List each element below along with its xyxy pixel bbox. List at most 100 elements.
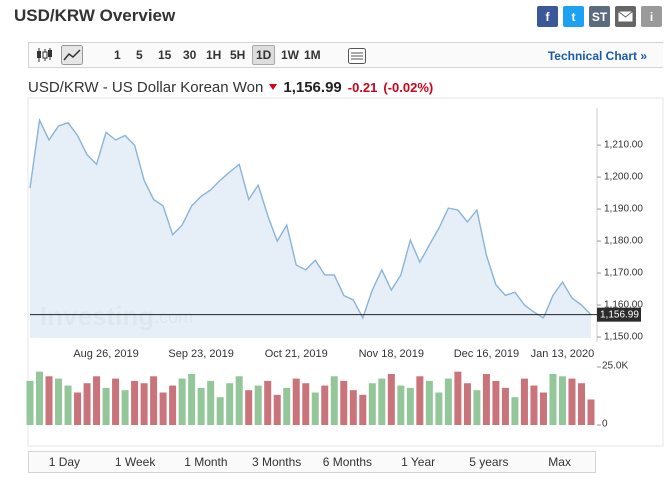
y-tick-label: 1,180.00	[604, 236, 643, 247]
volume-bar	[330, 376, 338, 425]
current-price-box	[597, 307, 641, 322]
range-button[interactable]: 1 Day	[48, 455, 81, 469]
volume-bar	[368, 383, 376, 425]
y-tick-label: 1,150.00	[604, 332, 643, 343]
email-icon[interactable]	[615, 6, 636, 27]
volume-bar	[302, 383, 310, 425]
volume-bar	[378, 378, 386, 425]
volume-bar	[226, 383, 234, 425]
volume-bar	[254, 385, 262, 425]
volume-bar	[64, 385, 72, 425]
chart-toolbar: Technical Chart » 1 5 15 30 1H 5H 1D 1W 1M	[28, 42, 663, 68]
interval-button[interactable]: 1H	[206, 48, 222, 62]
interval-button[interactable]: 5H	[230, 48, 246, 62]
social-icon[interactable]: t	[563, 6, 584, 27]
interval-button[interactable]: 1	[114, 48, 121, 62]
volume-bar	[473, 390, 481, 425]
volume-bar	[55, 378, 63, 425]
volume-bar	[511, 397, 519, 425]
interval-button[interactable]: 5	[136, 48, 143, 62]
range-selector: 1 Day 1 Week 1 Month 3 Months 6 Months 1 Year…	[28, 451, 596, 473]
volume-bar	[36, 371, 44, 425]
range-button[interactable]: Max	[548, 455, 571, 469]
social-icon[interactable]: f	[537, 6, 558, 27]
volume-bar	[463, 383, 471, 425]
volume-bar	[482, 373, 490, 425]
y-tick-label: 1,200.00	[604, 172, 643, 183]
volume-bar	[501, 387, 509, 425]
volume-bar	[406, 387, 414, 425]
social-icon[interactable]: ST	[589, 6, 610, 27]
volume-bar	[159, 392, 167, 425]
volume-bar	[102, 387, 110, 425]
range-button[interactable]: 5 years	[469, 455, 509, 469]
social-links: f t ST i	[537, 6, 662, 27]
x-tick-label: Dec 16, 2019	[454, 348, 519, 360]
volume-bar	[273, 394, 281, 425]
volume-bar	[121, 390, 129, 425]
volume-bar	[188, 373, 196, 425]
volume-bar	[169, 385, 177, 425]
range-button[interactable]: 1 Week	[114, 455, 156, 469]
volume-bar	[207, 380, 215, 425]
x-tick-label: Aug 26, 2019	[73, 348, 138, 360]
volume-bar	[245, 390, 253, 425]
quote-row: USD/KRW - US Dollar Korean Won 1,156.99 …	[28, 79, 433, 96]
x-tick-label: Oct 21, 2019	[265, 348, 328, 360]
envelope	[618, 11, 633, 22]
volume-bar	[283, 387, 291, 425]
volume-bar	[321, 385, 329, 425]
volume-bar	[444, 378, 452, 425]
volume-bar	[587, 399, 595, 425]
volume-bar	[74, 392, 82, 425]
price-change: -0.21	[347, 80, 378, 95]
volume-bar	[93, 376, 101, 425]
x-tick-label: Sep 23, 2019	[168, 348, 233, 360]
volume-bar	[454, 371, 462, 425]
volume-bar	[45, 376, 53, 425]
instrument-name: USD/KRW - US Dollar Korean Won	[28, 79, 264, 96]
volume-bar	[216, 397, 224, 425]
y-tick-label: 1,190.00	[604, 204, 643, 215]
social-icon[interactable]: i	[641, 6, 662, 27]
price-area	[30, 120, 591, 339]
volume-bar	[26, 380, 34, 425]
range-button[interactable]: 6 Months	[322, 455, 373, 469]
chart-frame	[27, 97, 664, 447]
y-tick-label: 1,170.00	[604, 268, 643, 279]
volume-bar	[340, 380, 348, 425]
current-price-label: 1,156.99	[600, 309, 639, 320]
volume-bar	[83, 383, 91, 425]
interval-button[interactable]: 30	[183, 48, 197, 62]
settings-icon[interactable]	[347, 47, 367, 65]
volume-bar	[397, 385, 405, 425]
down-arrow	[269, 83, 278, 90]
volume-bar	[131, 380, 139, 425]
interval-button[interactable]: 1D	[252, 45, 276, 65]
volume-bar	[558, 376, 566, 425]
candlestick-icon[interactable]	[35, 47, 53, 63]
interval-button[interactable]: 1M	[304, 48, 321, 62]
volume-bar	[492, 380, 500, 425]
volume-bar	[387, 373, 395, 425]
volume-bar	[416, 376, 424, 425]
interval-button[interactable]: 1W	[281, 48, 299, 62]
volume-bar	[359, 394, 367, 425]
volume-bar	[435, 392, 443, 425]
page-title: USD/KRW Overview	[14, 6, 176, 25]
volume-bar	[530, 385, 538, 425]
volume-bar	[292, 378, 300, 425]
volume-bar	[150, 376, 158, 425]
volume-bar	[349, 390, 357, 425]
line-chart-icon[interactable]	[61, 45, 83, 65]
last-price: 1,156.99	[283, 79, 342, 96]
range-button[interactable]: 3 Months	[251, 455, 302, 469]
range-button[interactable]: 1 Month	[184, 455, 228, 469]
interval-button[interactable]: 15	[158, 48, 172, 62]
range-button[interactable]: 1 Year	[401, 455, 436, 469]
technical-chart-link[interactable]: Technical Chart »	[547, 49, 647, 63]
volume-bar	[311, 392, 319, 425]
volume-bar	[140, 383, 148, 425]
volume-bar	[197, 387, 205, 425]
